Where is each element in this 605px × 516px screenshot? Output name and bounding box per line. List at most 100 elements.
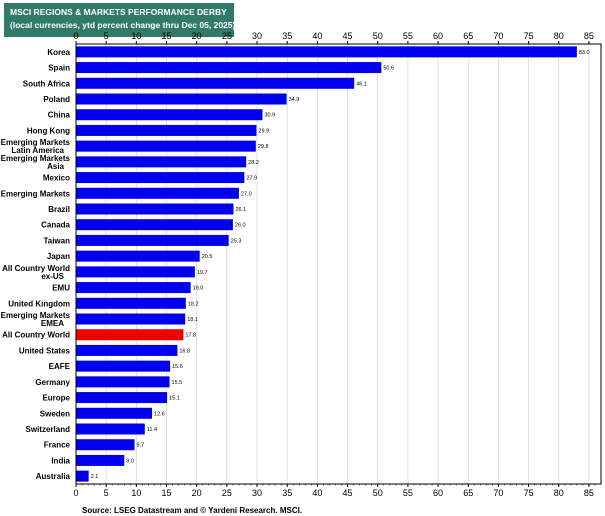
tick-label: 80 [554, 31, 564, 41]
category-label: Brazil [48, 205, 70, 214]
tick-label: 25 [222, 488, 232, 498]
category-label: Hong Kong [27, 126, 70, 135]
bar-chart: 83.0 Korea 50.6 Spain 46.1 South Africa 34.9 Po… [1, 31, 602, 498]
bar [76, 344, 178, 356]
tick-label: 85 [584, 31, 594, 41]
category-label: Poland [43, 95, 70, 104]
bar [76, 77, 355, 89]
bar [76, 109, 263, 121]
bar [76, 93, 287, 105]
category-label: EMU [52, 284, 70, 293]
bar [76, 250, 200, 262]
bar [76, 297, 186, 309]
tick-label: 10 [131, 488, 141, 498]
bar [76, 62, 382, 74]
tick-label: 80 [554, 488, 564, 498]
data-label: 29.9 [258, 128, 269, 134]
category-label: All Country World [2, 331, 70, 340]
data-label: 30.9 [264, 113, 275, 119]
tick-label: 65 [463, 31, 473, 41]
tick-label: 30 [252, 31, 262, 41]
data-label: 27.0 [241, 191, 252, 197]
category-label: Germany [35, 378, 70, 387]
bar [76, 234, 229, 246]
bar [76, 329, 184, 341]
category-label: Canada [41, 221, 70, 230]
tick-label: 65 [463, 488, 473, 498]
bar [76, 282, 191, 294]
chart-title: MSCI REGIONS & MARKETS PERFORMANCE DERBY [10, 7, 227, 17]
category-label: Asia [47, 162, 64, 171]
category-label: Emerging Markets [1, 154, 71, 163]
category-label: Switzerland [26, 425, 71, 434]
bar [76, 46, 577, 58]
data-label: 25.3 [231, 238, 242, 244]
category-label: South Africa [23, 79, 71, 88]
data-label: 11.4 [147, 427, 157, 433]
tick-label: 5 [104, 488, 109, 498]
bar [76, 156, 247, 168]
bar [76, 407, 153, 419]
tick-label: 70 [493, 31, 503, 41]
data-label: 12.6 [154, 411, 165, 417]
bar [76, 376, 170, 388]
data-label: 50.6 [383, 66, 394, 72]
bar [76, 439, 135, 451]
category-label: United Kingdom [8, 299, 70, 308]
category-label: Sweden [40, 409, 70, 418]
tick-label: 75 [524, 488, 534, 498]
bar [76, 187, 239, 199]
data-label: 26.0 [235, 223, 246, 229]
tick-label: 20 [192, 488, 202, 498]
bar [76, 423, 145, 435]
data-label: 46.1 [356, 81, 367, 87]
category-label: Spain [48, 64, 70, 73]
chart-title-box: MSCI REGIONS & MARKETS PERFORMANCE DERBY… [4, 3, 235, 37]
bar [76, 454, 125, 466]
bar [76, 124, 257, 136]
bar [76, 203, 234, 215]
category-label: China [48, 111, 71, 120]
data-label: 34.9 [289, 97, 300, 103]
data-label: 16.8 [179, 348, 190, 354]
source-note: Source: LSEG Datastream and © Yardeni Re… [82, 506, 303, 515]
tick-label: 30 [252, 488, 262, 498]
data-label: 15.5 [172, 380, 183, 386]
tick-label: 35 [282, 31, 292, 41]
data-label: 19.7 [197, 270, 208, 276]
tick-label: 85 [584, 488, 594, 498]
category-label: Europe [42, 394, 70, 403]
tick-label: 0 [73, 488, 78, 498]
tick-label: 75 [524, 31, 534, 41]
tick-label: 20 [192, 31, 202, 41]
category-label: United States [19, 346, 71, 355]
data-label: 29.8 [258, 144, 269, 150]
tick-label: 15 [162, 488, 172, 498]
data-label: 28.2 [248, 160, 259, 166]
tick-label: 55 [403, 488, 413, 498]
data-label: 8.0 [126, 458, 134, 464]
data-label: 20.5 [202, 254, 213, 260]
category-label: Emerging Markets [1, 311, 71, 320]
bar [76, 470, 89, 482]
tick-label: 15 [162, 31, 172, 41]
data-label: 2.1 [91, 474, 99, 480]
tick-label: 70 [493, 488, 503, 498]
category-label: Japan [47, 252, 70, 261]
category-label: ex-US [41, 272, 64, 281]
data-label: 15.6 [172, 364, 183, 370]
tick-label: 50 [373, 488, 383, 498]
bar [76, 172, 245, 184]
tick-label: 60 [433, 31, 443, 41]
category-label: India [51, 456, 70, 465]
category-label: Australia [36, 472, 71, 481]
tick-label: 0 [73, 31, 78, 41]
tick-label: 40 [312, 488, 322, 498]
category-label: Latin America [11, 146, 64, 155]
tick-label: 50 [373, 31, 383, 41]
tick-label: 60 [433, 488, 443, 498]
data-label: 15.1 [169, 396, 180, 402]
bar [76, 360, 171, 372]
category-label: EAFE [49, 362, 71, 371]
data-label: 18.1 [187, 317, 198, 323]
